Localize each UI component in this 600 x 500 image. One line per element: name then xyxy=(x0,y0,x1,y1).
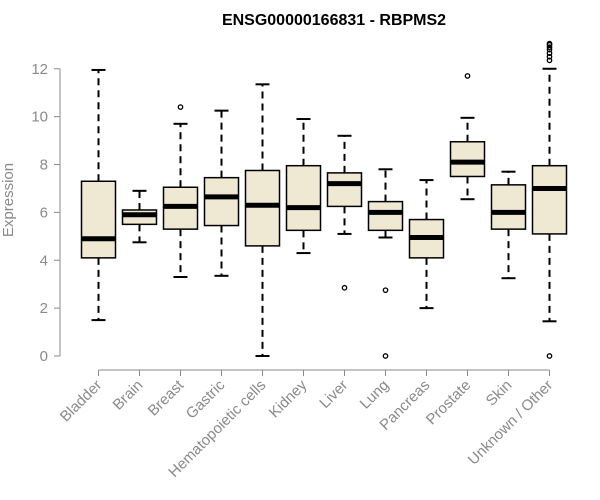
box-lung xyxy=(367,168,404,359)
box-pancreas xyxy=(408,179,445,310)
box-breast xyxy=(162,104,199,279)
y-tick-label: 12 xyxy=(31,61,48,78)
box-hematopoietic-cells xyxy=(244,83,281,357)
y-tick-label: 8 xyxy=(40,157,48,174)
x-tick-label: Prostate xyxy=(423,377,475,429)
boxes xyxy=(80,40,568,359)
box-gastric xyxy=(203,109,240,277)
outlier-point xyxy=(546,57,553,64)
x-tick-label: Kidney xyxy=(266,376,311,421)
chart-title: ENSG00000166831 - RBPMS2 xyxy=(222,12,446,29)
outlier-point xyxy=(546,353,553,359)
outlier-point xyxy=(464,73,471,79)
outlier-point xyxy=(382,353,389,359)
y-tick-label: 6 xyxy=(40,204,48,221)
iqr-box xyxy=(80,180,117,259)
box-bladder xyxy=(80,68,117,322)
iqr-box xyxy=(244,169,281,247)
outlier-point xyxy=(546,40,553,47)
iqr-box xyxy=(203,176,240,227)
outlier-point xyxy=(341,284,348,291)
y-axis: 0 2 4 6 8 10 12 xyxy=(31,61,61,365)
outlier-point xyxy=(382,287,389,294)
x-tick-label: Skin xyxy=(483,377,516,410)
box-kidney xyxy=(285,118,322,255)
x-tick-label: Brain xyxy=(110,377,147,414)
iqr-box xyxy=(285,164,322,232)
x-tick-label: Bladder xyxy=(57,377,106,426)
iqr-box xyxy=(367,200,404,232)
y-axis-title: Expression xyxy=(0,163,17,237)
x-tick-label: Liver xyxy=(316,377,351,412)
box-unknown-other xyxy=(531,40,568,359)
y-tick-label: 2 xyxy=(40,300,48,317)
outlier-point xyxy=(177,104,184,110)
box-liver xyxy=(326,134,363,291)
iqr-box xyxy=(490,184,527,230)
outlier-point xyxy=(546,53,553,60)
outlier-point xyxy=(546,50,553,57)
x-tick-label: Breast xyxy=(145,376,188,419)
iqr-box xyxy=(531,164,568,235)
iqr-box xyxy=(449,141,486,178)
y-tick-label: 0 xyxy=(40,348,48,365)
y-tick-label: 10 xyxy=(31,109,48,126)
y-tick-label: 4 xyxy=(40,252,48,269)
x-tick-label: Lung xyxy=(357,377,393,413)
iqr-box xyxy=(326,172,363,208)
box-brain xyxy=(121,189,158,244)
outlier-point xyxy=(546,44,553,51)
box-skin xyxy=(490,170,527,280)
box-prostate xyxy=(449,73,486,201)
